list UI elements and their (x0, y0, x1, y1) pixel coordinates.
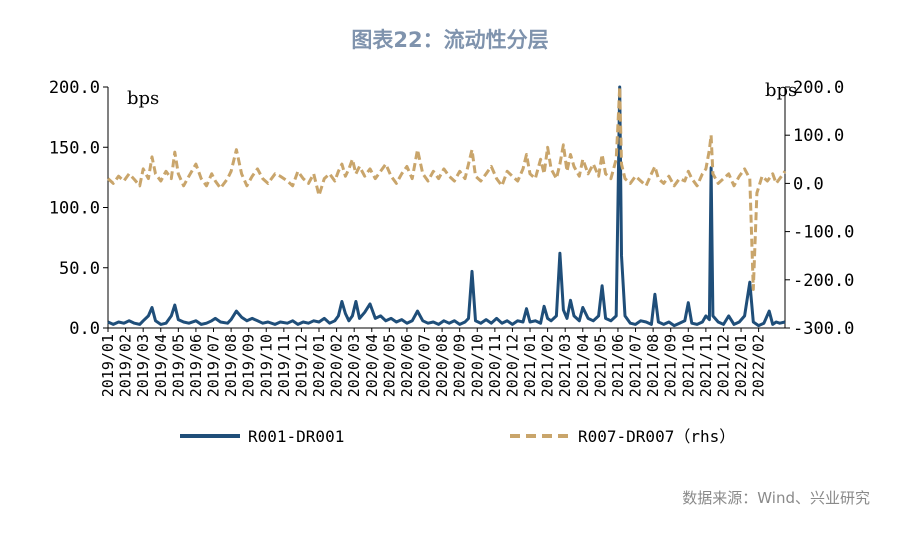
x-tick-label: 2021/06 (609, 334, 627, 397)
x-tick-label: 2019/06 (187, 334, 205, 397)
source-note: 数据来源：Wind、兴业研究 (682, 489, 870, 507)
x-tick-label: 2019/07 (205, 334, 223, 397)
x-tick-label: 2021/02 (539, 334, 557, 397)
x-tick-label: 2019/12 (292, 334, 310, 397)
x-tick-label: 2020/12 (503, 334, 521, 397)
left-axis-ticks: 0.0 50.0 100.0 150.0 200.0 (49, 78, 108, 339)
left-axis-unit: bps (127, 88, 159, 109)
right-tick-label: -200.0 (793, 271, 854, 291)
x-tick-label: 2021/09 (662, 334, 680, 397)
x-tick-label: 2021/05 (591, 334, 609, 397)
legend-label-r001: R001-DR001 (248, 427, 344, 446)
right-axis-ticks: -300.0 -200.0 -100.0 0.0 100.0 200.0 (785, 78, 854, 339)
legend-label-r007: R007-DR007（rhs） (578, 427, 735, 446)
x-tick-label: 2021/11 (697, 334, 715, 397)
series-line-r007-dr007 (106, 85, 787, 291)
x-tick-label: 2019/08 (222, 334, 240, 397)
left-tick-label: 200.0 (49, 78, 100, 98)
right-axis-unit: bps (765, 80, 797, 101)
x-tick-label: 2019/02 (117, 334, 135, 397)
x-tick-label: 2019/05 (169, 334, 187, 397)
series-layer (106, 85, 787, 328)
x-tick-label: 2019/10 (257, 334, 275, 397)
chart-title: 图表22：流动性分层 (351, 28, 549, 52)
right-tick-label: -100.0 (793, 223, 854, 243)
right-tick-label: 200.0 (793, 78, 844, 98)
x-tick-label: 2022/01 (732, 334, 750, 397)
x-tick-label: 2021/01 (521, 334, 539, 397)
x-tick-label: 2021/04 (574, 334, 592, 397)
x-tick-label: 2021/12 (714, 334, 732, 397)
x-tick-label: 2020/01 (310, 334, 328, 397)
legend: R001-DR001 R007-DR007（rhs） (180, 427, 735, 446)
left-tick-label: 0.0 (69, 319, 100, 339)
x-tick-label: 2019/04 (152, 334, 170, 397)
right-tick-label: 100.0 (793, 126, 844, 146)
x-tick-label: 2020/06 (398, 334, 416, 397)
x-tick-label: 2020/07 (416, 334, 434, 397)
x-axis-ticks: 2019/01 2019/02 2019/03 2019/04 2019/05 2019/… (99, 328, 768, 397)
x-tick-label: 2020/04 (363, 334, 381, 397)
x-tick-label: 2021/08 (644, 334, 662, 397)
x-tick-label: 2020/11 (486, 334, 504, 397)
x-tick-label: 2021/07 (627, 334, 645, 397)
right-tick-label: -300.0 (793, 319, 854, 339)
left-tick-label: 150.0 (49, 138, 100, 158)
left-tick-label: 50.0 (59, 259, 100, 279)
x-tick-label: 2020/10 (468, 334, 486, 397)
x-tick-label: 2021/10 (679, 334, 697, 397)
x-tick-label: 2020/08 (433, 334, 451, 397)
x-tick-label: 2022/02 (750, 334, 768, 397)
x-tick-label: 2019/11 (275, 334, 293, 397)
x-tick-label: 2021/03 (556, 334, 574, 397)
x-tick-label: 2020/02 (328, 334, 346, 397)
left-tick-label: 100.0 (49, 199, 100, 219)
x-tick-label: 2019/01 (99, 334, 117, 397)
right-tick-label: 0.0 (793, 174, 824, 194)
series-line-r001-dr001 (107, 85, 786, 328)
x-tick-label: 2019/03 (134, 334, 152, 397)
x-tick-label: 2020/03 (345, 334, 363, 397)
x-tick-label: 2019/09 (240, 334, 258, 397)
x-tick-label: 2020/05 (380, 334, 398, 397)
x-tick-label: 2020/09 (451, 334, 469, 397)
